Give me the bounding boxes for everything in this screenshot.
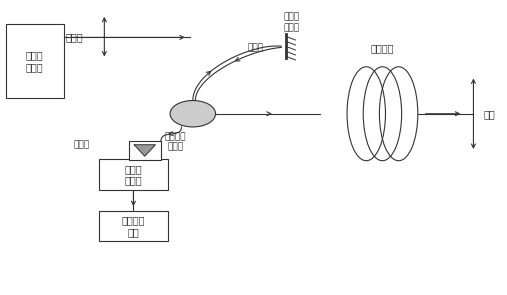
Polygon shape xyxy=(134,145,155,156)
Bar xyxy=(6,24,64,98)
Text: 保偏光纤
耦合器: 保偏光纤 耦合器 xyxy=(164,132,186,151)
Circle shape xyxy=(170,101,215,127)
Text: 信号处理
系统: 信号处理 系统 xyxy=(122,215,145,237)
Text: 参考臂: 参考臂 xyxy=(248,43,264,52)
Text: 保偏光纤: 保偏光纤 xyxy=(371,44,394,54)
Text: 探测器: 探测器 xyxy=(73,140,89,149)
Bar xyxy=(129,141,161,160)
Text: 线性扫
频光源: 线性扫 频光源 xyxy=(26,50,44,72)
Bar xyxy=(99,211,167,241)
Text: 起偏器: 起偏器 xyxy=(65,32,83,42)
Text: 应力: 应力 xyxy=(484,109,495,119)
Bar xyxy=(99,159,167,190)
Text: 法拉第
反射镜: 法拉第 反射镜 xyxy=(283,12,300,32)
Text: 光外差
接收机: 光外差 接收机 xyxy=(125,164,142,186)
